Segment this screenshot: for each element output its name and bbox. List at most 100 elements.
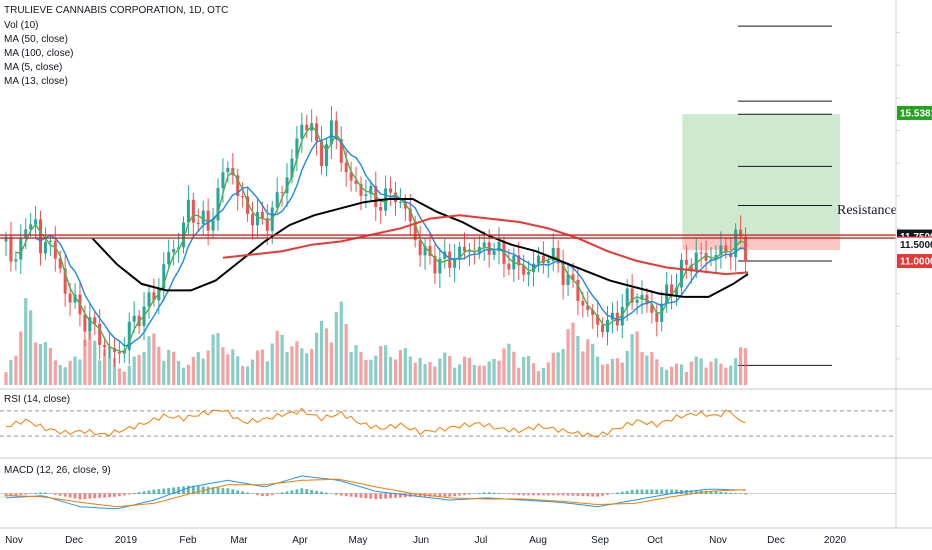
macd-histogram-bar bbox=[117, 493, 121, 497]
macd-histogram-bar bbox=[285, 491, 289, 494]
price-tag: 11.0000 bbox=[897, 254, 932, 269]
macd-histogram-bar bbox=[142, 491, 146, 494]
volume-bar bbox=[206, 350, 210, 385]
volume-bar bbox=[216, 332, 220, 385]
time-axis[interactable]: Nov Dec 2019 Feb Mar Apr May Jun Jul Aug Sep Oct Nov… bbox=[5, 535, 846, 546]
price-tag-label: 11.5000 bbox=[900, 240, 932, 251]
candle-body bbox=[596, 314, 600, 325]
volume-bar bbox=[250, 359, 255, 385]
volume-bar bbox=[349, 351, 353, 385]
volume-bar bbox=[610, 358, 615, 385]
volume-bar bbox=[265, 361, 269, 385]
volume-bar bbox=[724, 367, 728, 385]
volume-bar bbox=[694, 356, 698, 385]
candle-body bbox=[428, 246, 432, 256]
macd-histogram-bar bbox=[694, 490, 698, 494]
macd-histogram-bar bbox=[260, 493, 264, 497]
volume-bar bbox=[14, 355, 18, 385]
macd-histogram-bar bbox=[48, 493, 52, 494]
macd-histogram-bar bbox=[221, 487, 225, 494]
candle-body bbox=[191, 199, 195, 223]
macd-histogram-bar bbox=[433, 493, 437, 497]
macd-histogram-bar bbox=[413, 493, 417, 497]
macd-histogram-bar bbox=[315, 490, 319, 494]
macd-histogram-bar bbox=[546, 493, 550, 496]
macd-histogram-bar bbox=[73, 493, 77, 499]
candle-body bbox=[719, 245, 723, 256]
macd-histogram-bar bbox=[394, 493, 397, 498]
macd-histogram-bar bbox=[611, 493, 614, 494]
candle-body bbox=[684, 259, 688, 265]
volume-bar bbox=[566, 329, 570, 385]
volume-bar bbox=[418, 357, 422, 385]
candle-body bbox=[739, 229, 743, 237]
candle-body bbox=[132, 315, 136, 322]
volume-bar bbox=[43, 342, 48, 385]
volume-bar bbox=[191, 356, 195, 385]
macd-histogram-bar bbox=[275, 493, 279, 494]
candle-body bbox=[571, 274, 575, 280]
candle-body bbox=[640, 294, 644, 300]
volume-bar bbox=[359, 351, 363, 385]
candle-body bbox=[453, 258, 457, 268]
macd-histogram-bar bbox=[191, 485, 195, 494]
time-axis-tick-label: Oct bbox=[647, 535, 663, 546]
candle-body bbox=[172, 249, 176, 253]
ma13-line bbox=[35, 135, 746, 347]
volume-bar bbox=[428, 362, 432, 385]
macd-histogram-bar bbox=[78, 493, 82, 500]
volume-bar bbox=[615, 358, 619, 385]
macd-histogram-bar bbox=[9, 493, 13, 497]
candle-body bbox=[324, 144, 328, 167]
macd-histogram-bar bbox=[601, 493, 604, 496]
macd-histogram-bar bbox=[527, 493, 531, 496]
volume-bar bbox=[679, 364, 684, 385]
candle-body bbox=[83, 314, 87, 332]
candle-body bbox=[265, 218, 269, 231]
candle-body bbox=[34, 219, 38, 225]
candle-body bbox=[112, 347, 116, 352]
legend-vol: Vol (10) bbox=[4, 20, 38, 31]
candle-body bbox=[167, 252, 171, 265]
macd-histogram-bar bbox=[620, 491, 624, 494]
macd-histogram-bar bbox=[645, 489, 649, 494]
candle-body bbox=[246, 196, 250, 215]
macd-histogram-bar bbox=[226, 488, 230, 494]
volume-bar bbox=[24, 298, 28, 385]
macd-histogram-bar bbox=[34, 492, 37, 494]
candle-body bbox=[601, 324, 605, 333]
volume-bar bbox=[275, 330, 279, 385]
volume-bar bbox=[280, 334, 284, 385]
candle-body bbox=[98, 323, 102, 345]
candle-body bbox=[300, 124, 304, 139]
volume-bar bbox=[73, 356, 77, 385]
volume-bar bbox=[714, 358, 718, 385]
candle-body bbox=[610, 312, 614, 320]
volume-bar bbox=[112, 358, 117, 385]
price-tag: 11.5000 bbox=[897, 237, 932, 252]
macd-histogram-bar bbox=[389, 493, 392, 499]
macd-histogram-bar bbox=[704, 490, 708, 494]
macd-histogram-bar bbox=[739, 493, 743, 495]
candle-body bbox=[251, 214, 255, 226]
time-axis-tick-label: Feb bbox=[179, 535, 197, 546]
macd-histogram-bar bbox=[19, 493, 23, 496]
volume-bar bbox=[393, 359, 398, 385]
candle-body bbox=[39, 219, 43, 254]
candle-body bbox=[29, 224, 33, 230]
macd-histogram-bar bbox=[122, 493, 126, 496]
candle-body bbox=[561, 263, 565, 286]
candle-body bbox=[625, 288, 629, 307]
volume-bar bbox=[98, 360, 102, 385]
volume-bar bbox=[132, 356, 136, 385]
volume-bar bbox=[413, 362, 417, 385]
candle-body bbox=[206, 210, 210, 231]
candle-body bbox=[467, 251, 471, 253]
candle-body bbox=[655, 312, 659, 322]
volume-bar bbox=[453, 367, 457, 385]
macd-histogram-bar bbox=[24, 493, 28, 495]
legend-ma50: MA (50, close) bbox=[4, 34, 68, 45]
